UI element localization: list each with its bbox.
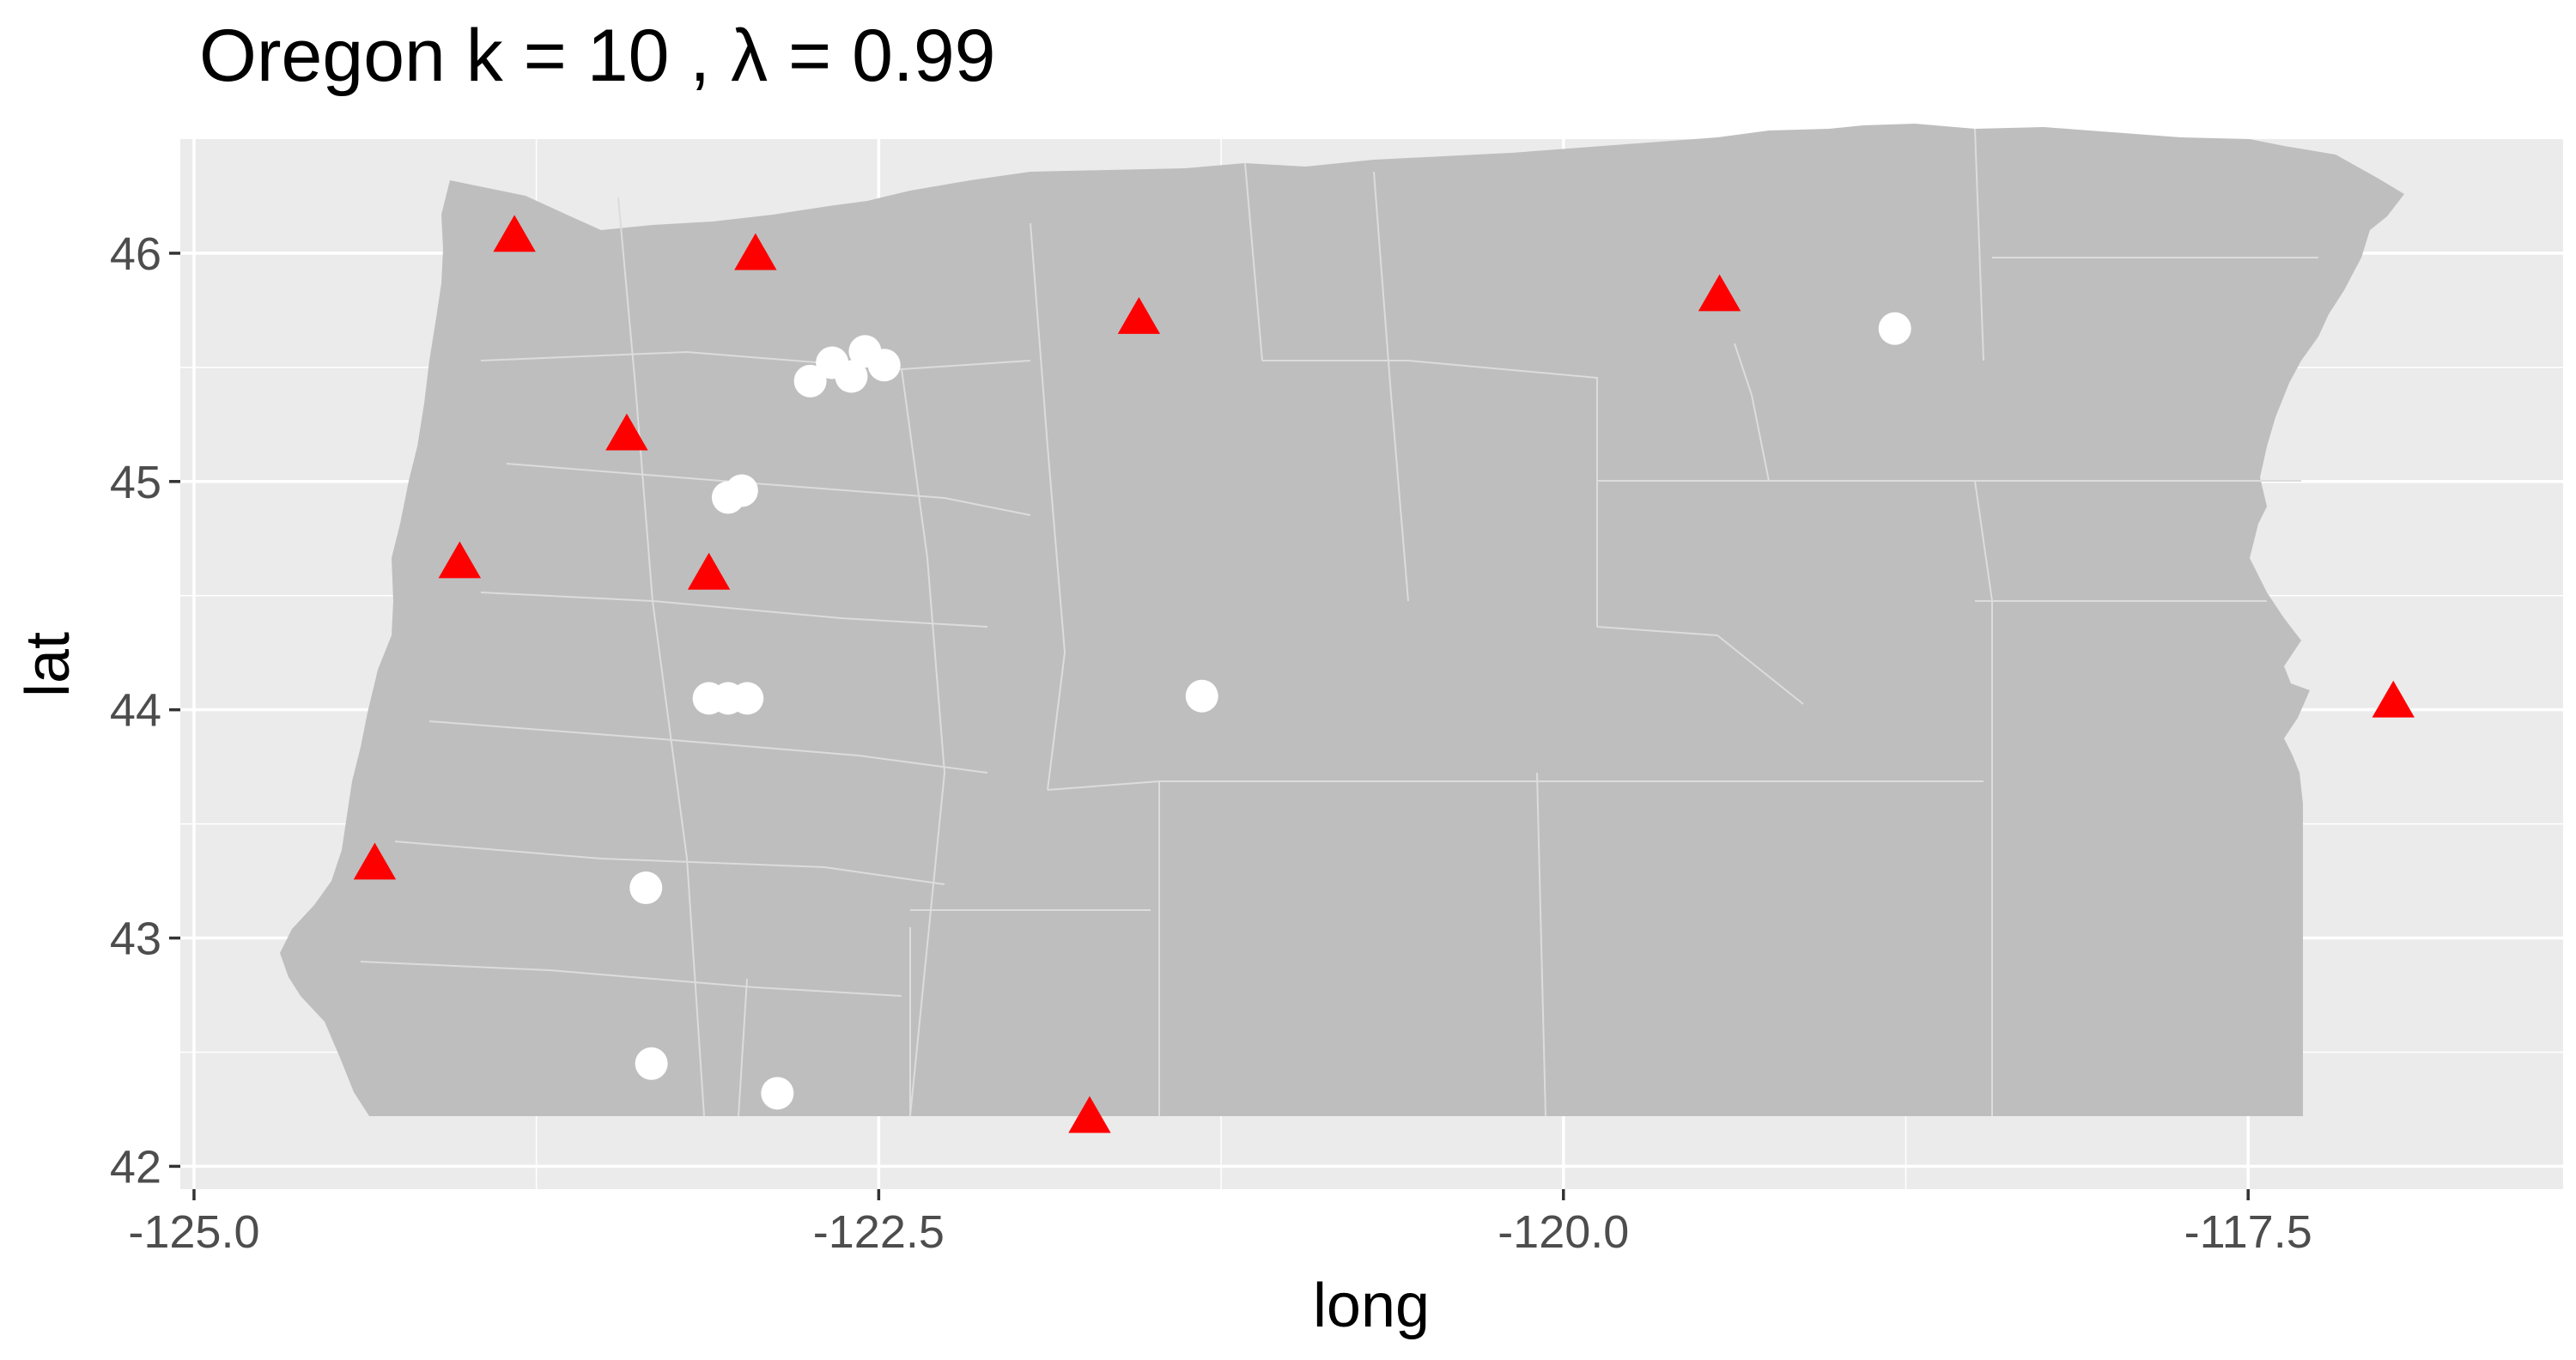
triangle-marker xyxy=(605,413,648,451)
triangle-markers xyxy=(353,215,2415,1133)
circle-marker xyxy=(1878,312,1911,345)
county-boundaries xyxy=(360,128,2318,1117)
circle-marker xyxy=(761,1077,794,1110)
circle-marker xyxy=(793,364,827,398)
y-axis-ticks xyxy=(169,252,180,1169)
x-tick-label: -125.0 xyxy=(128,1206,259,1258)
triangle-marker xyxy=(2372,680,2415,718)
triangle-marker xyxy=(687,552,731,590)
y-axis-title: lat xyxy=(14,632,82,697)
x-tick-label: -122.5 xyxy=(813,1206,945,1258)
y-tick-label: 44 xyxy=(110,685,161,737)
y-axis-tick-labels: 42 43 44 45 46 xyxy=(110,228,161,1193)
x-tick-label: -117.5 xyxy=(2184,1206,2312,1258)
circle-marker xyxy=(731,682,764,715)
triangle-marker xyxy=(734,233,777,270)
y-axis: 42 43 44 45 46 lat xyxy=(14,228,180,1193)
oregon-state-shape xyxy=(280,124,2404,1116)
y-tick-label: 46 xyxy=(110,228,161,280)
circle-marker xyxy=(867,349,901,382)
triangle-marker xyxy=(353,842,397,880)
x-axis-title: long xyxy=(1313,1272,1430,1340)
y-tick-label: 43 xyxy=(110,914,161,965)
triangle-marker xyxy=(1698,274,1741,312)
oregon-map xyxy=(280,124,2404,1117)
y-tick-label: 42 xyxy=(110,1141,161,1193)
circle-marker xyxy=(1185,679,1218,713)
circle-marker xyxy=(629,871,663,905)
x-axis: -125.0 -122.5 -120.0 -117.5 long xyxy=(128,1189,2312,1340)
y-tick-label: 45 xyxy=(110,457,161,508)
circle-marker xyxy=(725,474,758,507)
triangle-marker xyxy=(438,541,482,579)
circle-markers xyxy=(629,312,1911,1110)
x-axis-tick-labels: -125.0 -122.5 -120.0 -117.5 xyxy=(128,1206,2312,1258)
circle-marker xyxy=(835,360,868,393)
x-axis-ticks xyxy=(192,1189,2250,1200)
circle-marker xyxy=(635,1047,668,1080)
triangle-marker xyxy=(1117,297,1161,334)
x-tick-label: -120.0 xyxy=(1498,1206,1629,1258)
plot-panel xyxy=(180,124,2563,1189)
chart-title: Oregon k = 10 , λ = 0.99 xyxy=(199,15,995,97)
triangle-marker xyxy=(493,215,536,252)
triangle-marker xyxy=(1068,1096,1111,1133)
